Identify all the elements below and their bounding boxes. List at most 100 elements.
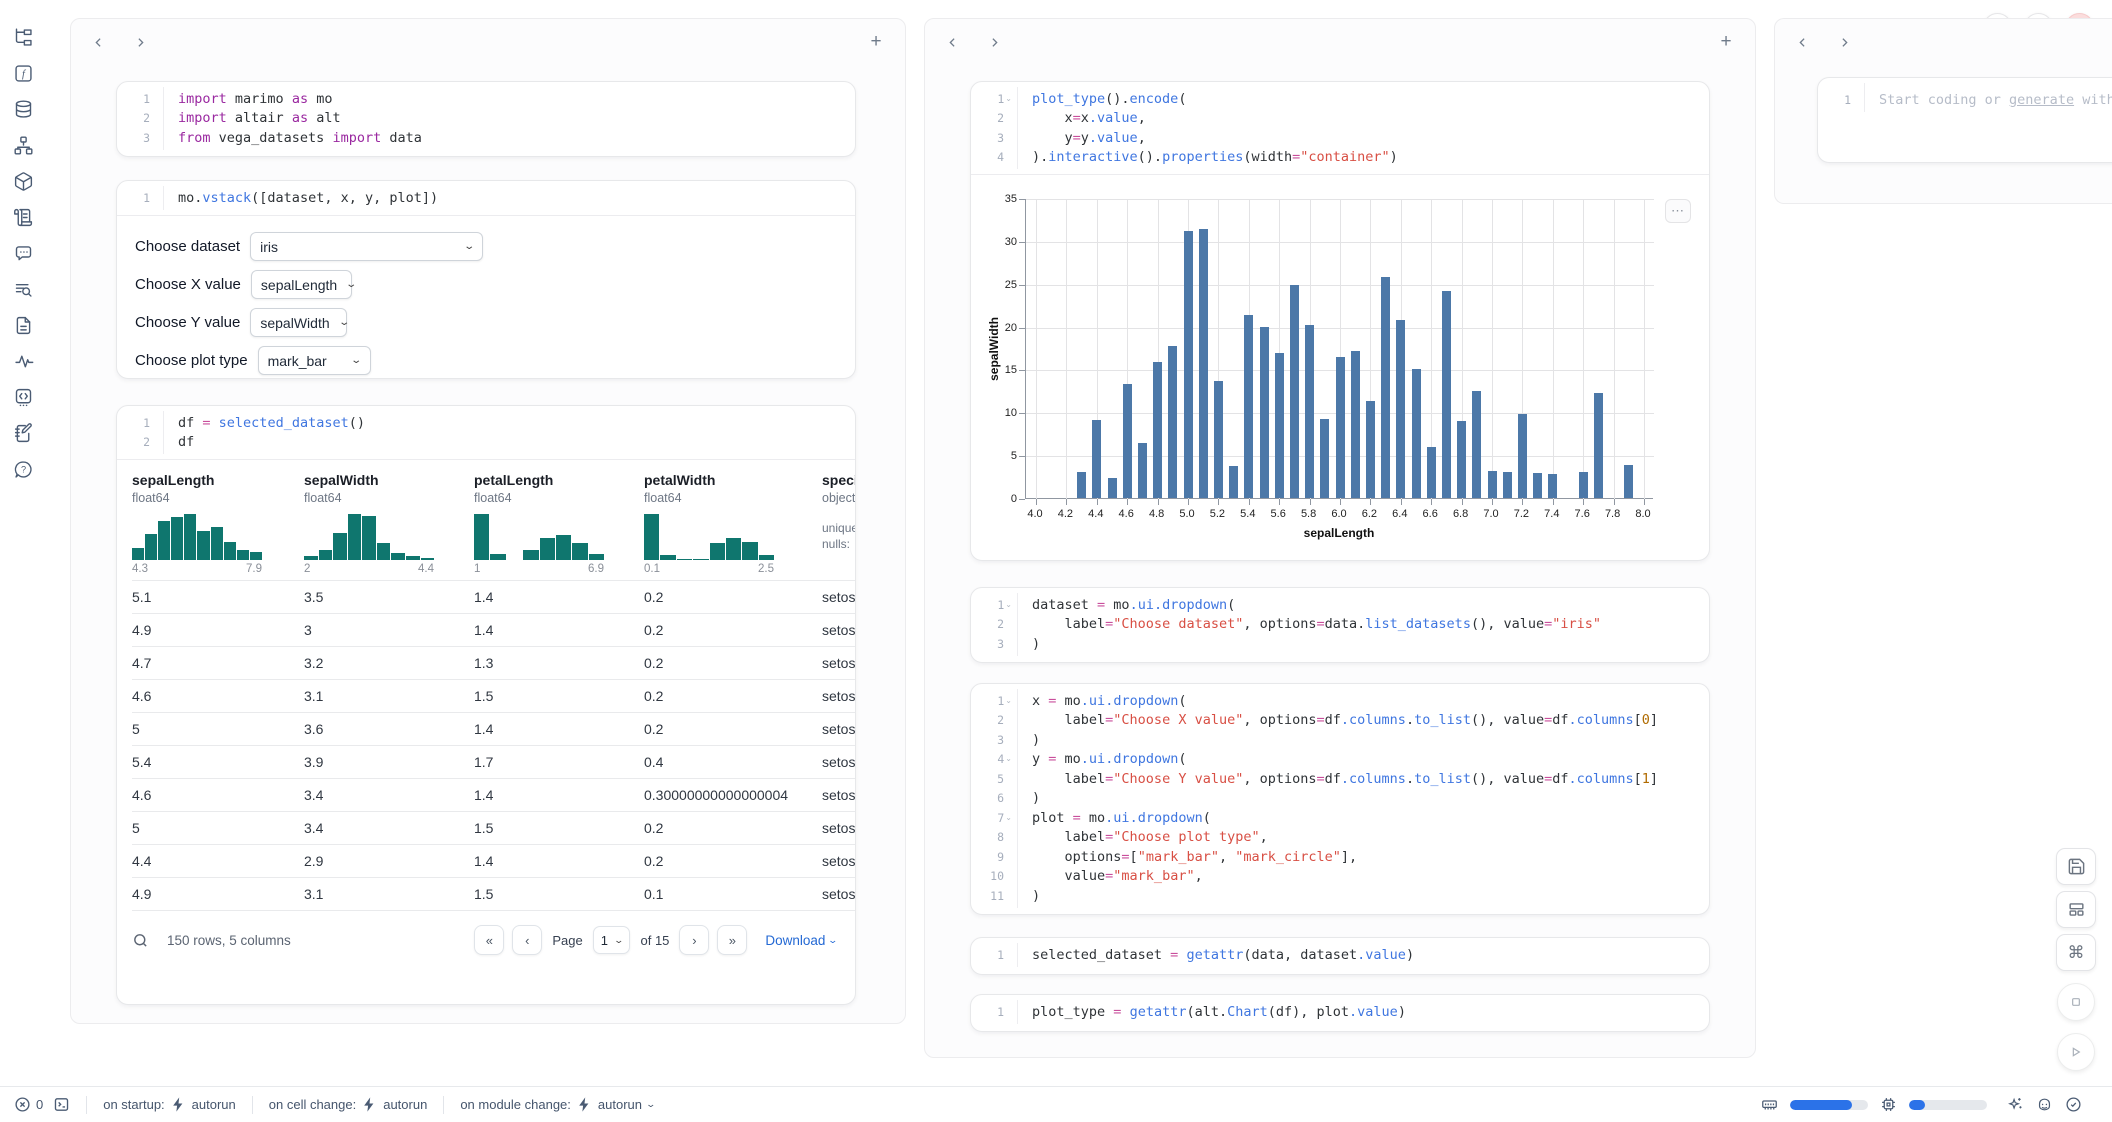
fold-chevron-icon[interactable]: ⌄ [1005,814,1012,822]
on-cell-change-setting[interactable]: on cell change: autorun [269,1096,428,1113]
column-header-petalWidth[interactable]: petalWidthfloat64 [644,472,822,505]
on-module-change-setting[interactable]: on module change: autorun ⌄ [460,1096,654,1113]
cell-selected-dataset[interactable]: 1selected_dataset = getattr(data, datase… [970,937,1710,975]
cell-plot-type[interactable]: 1plot_type = getattr(alt.Chart(df), plot… [970,994,1710,1032]
column-header-petalLength[interactable]: petalLengthfloat64 [474,472,644,505]
error-indicator[interactable]: 0 [14,1096,43,1113]
ai-sparkles-button[interactable] [2007,1096,2024,1113]
table-row[interactable]: 5.13.51.40.2setosa [132,581,855,614]
terminal-button[interactable] [53,1096,70,1113]
table-row[interactable]: 53.41.50.2setosa [132,812,855,845]
code-editor[interactable]: 1Start coding or generate with [1818,78,2112,117]
code-line: 2 label="Choose dataset", options=data.l… [971,615,1709,635]
cell-imports[interactable]: 1import marimo as mo2import altair as al… [116,81,856,157]
sidebar-packages-icon[interactable] [12,170,34,192]
sidebar-ai-chat-icon[interactable] [12,242,34,264]
sidebar-tracing-icon[interactable] [12,350,34,372]
table-cell: setosa [822,688,855,704]
plot-type-select[interactable]: mark_bar ⌄ [258,346,371,375]
fold-chevron-icon[interactable]: ⌄ [1005,697,1012,705]
column-next-button[interactable] [127,29,153,55]
sidebar-snippets-icon[interactable] [12,386,34,408]
sidebar-help-icon[interactable]: ? [12,458,34,480]
cell-dataset-dropdown[interactable]: 1⌄dataset = mo.ui.dropdown(2 label="Choo… [970,587,1710,663]
add-cell-button[interactable]: + [863,29,889,55]
line-number: 10 [990,869,1004,883]
table-row[interactable]: 4.42.91.40.2setosa [132,845,855,878]
column-histogram[interactable] [304,514,434,560]
download-button[interactable]: Download ⌄ [765,933,837,948]
copilot-button[interactable] [2036,1096,2053,1113]
code-editor[interactable]: 1⌄dataset = mo.ui.dropdown(2 label="Choo… [971,588,1709,661]
column-histogram[interactable] [474,514,604,560]
column-prev-button[interactable] [85,29,111,55]
column-next-button[interactable] [1831,29,1857,55]
x-value-select[interactable]: sepalLength ⌄ [251,270,352,299]
code-editor[interactable]: 1⌄x = mo.ui.dropdown(2 label="Choose X v… [971,684,1709,913]
dataset-select[interactable]: iris ⌄ [250,232,483,261]
cell-dataframe[interactable]: 1df = selected_dataset()2df sepalLengthf… [116,405,856,1005]
x-axis-label: 7.4 [1535,508,1569,520]
first-page-button[interactable]: « [474,925,504,955]
column-next-button[interactable] [981,29,1007,55]
next-page-button[interactable]: › [679,925,709,955]
sidebar-documentation-icon[interactable] [12,206,34,228]
column-prev-button[interactable] [1789,29,1815,55]
column-histogram[interactable] [644,514,774,560]
y-value-select[interactable]: sepalWidth ⌄ [250,308,347,337]
page-select[interactable]: 1 ⌄ [593,926,631,954]
column-prev-button[interactable] [939,29,965,55]
prev-page-button[interactable]: ‹ [512,925,542,955]
keyboard-shortcuts-button[interactable]: ⌘ [2056,934,2096,971]
on-startup-setting[interactable]: on startup: autorun [103,1096,236,1113]
fold-chevron-icon[interactable]: ⌄ [1005,755,1012,763]
code-line: 1Start coding or generate with [1818,90,2112,110]
column-header-sepalLength[interactable]: sepalLengthfloat64 [132,472,304,505]
sidebar-data-sources-icon[interactable] [12,98,34,120]
column-header-sepalWidth[interactable]: sepalWidthfloat64 [304,472,474,505]
code-editor[interactable]: 1mo.vstack([dataset, x, y, plot]) [117,181,855,215]
cell-plot[interactable]: 1⌄plot_type().encode(2 x=x.value,3 y=y.v… [970,81,1710,561]
code-editor[interactable]: 1⌄plot_type().encode(2 x=x.value,3 y=y.v… [971,82,1709,174]
code-line: 8 label="Choose plot type", [971,828,1709,848]
code-editor[interactable]: 1df = selected_dataset()2df [117,406,855,459]
cell-xy-plot-dropdowns[interactable]: 1⌄x = mo.ui.dropdown(2 label="Choose X v… [970,683,1710,915]
column-histogram[interactable] [132,514,262,560]
last-page-button[interactable]: » [717,925,747,955]
table-row[interactable]: 4.63.11.50.2setosa [132,680,855,713]
table-row[interactable]: 53.61.40.2setosa [132,713,855,746]
sidebar-outline-icon[interactable] [12,314,34,336]
chart-plot-area[interactable] [1025,199,1653,499]
table-row[interactable]: 4.73.21.30.2setosa [132,647,855,680]
fold-chevron-icon[interactable]: ⌄ [1005,601,1012,609]
table-row[interactable]: 5.43.91.70.4setosa [132,746,855,779]
add-cell-button[interactable]: + [1713,29,1739,55]
save-button[interactable] [2056,848,2096,885]
layout-button[interactable] [2056,891,2096,928]
sidebar-file-explorer-icon[interactable] [12,26,34,48]
chart-actions-button[interactable]: ⋯ [1665,199,1691,223]
line-number: 6 [997,791,1004,805]
fold-chevron-icon[interactable]: ⌄ [1005,95,1012,103]
connection-status-button[interactable] [2065,1096,2082,1113]
column-header-species[interactable]: speciesobject [822,472,855,505]
sidebar-scratchpad-icon[interactable] [12,422,34,444]
table-row[interactable]: 4.93.11.50.1setosa [132,878,855,911]
axis-tick [1019,456,1025,457]
run-button[interactable] [2057,1033,2095,1071]
cell-vstack[interactable]: 1mo.vstack([dataset, x, y, plot]) Choose… [116,180,856,379]
code-editor[interactable]: 1plot_type = getattr(alt.Chart(df), plot… [971,995,1709,1029]
table-row[interactable]: 4.63.41.40.30000000000000004setosa [132,779,855,812]
sidebar-logs-icon[interactable] [12,278,34,300]
chevron-right-icon [988,36,1001,49]
code-editor[interactable]: 1selected_dataset = getattr(data, datase… [971,938,1709,972]
x-axis-label: 7.0 [1474,508,1508,520]
code-editor[interactable]: 1import marimo as mo2import altair as al… [117,82,855,155]
cell-empty-editor[interactable]: 1Start coding or generate with [1817,77,2112,163]
table-row[interactable]: 4.931.40.2setosa [132,614,855,647]
search-icon[interactable] [132,932,149,949]
sidebar-dependency-graph-icon[interactable] [12,134,34,156]
stop-button[interactable] [2057,983,2095,1021]
sidebar-variables-icon[interactable]: f [12,62,34,84]
altair-bar-chart[interactable]: 051015202530354.04.24.44.64.85.05.25.45.… [971,175,1709,561]
